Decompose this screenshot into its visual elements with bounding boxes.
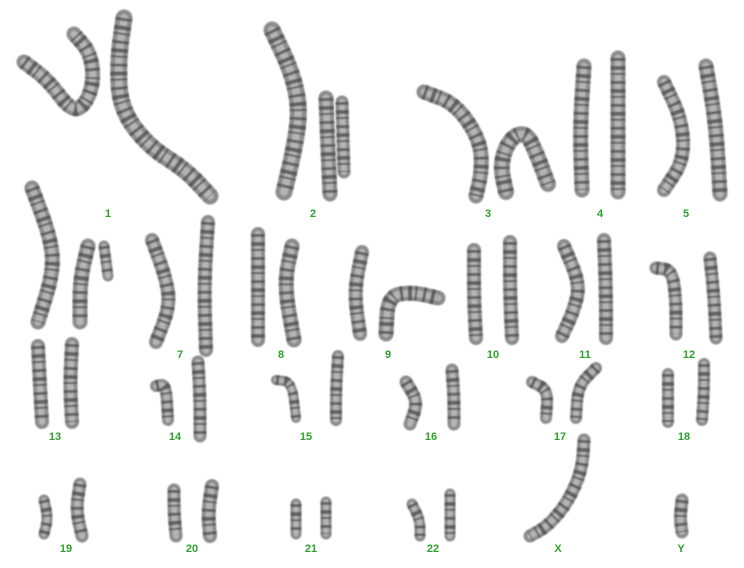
chromosome-10a xyxy=(467,243,483,345)
chromosome-17a xyxy=(526,376,554,424)
label-chromosome-5: 5 xyxy=(682,208,690,220)
label-chromosome-21: 21 xyxy=(304,543,318,555)
label-chromosome-7: 7 xyxy=(176,349,184,361)
chromosome-7a xyxy=(145,233,176,349)
chromosome-6a xyxy=(24,180,60,330)
chromosome-12b xyxy=(703,251,723,345)
chromosome-11b xyxy=(597,233,613,345)
label-chromosome-15: 15 xyxy=(299,431,313,443)
chromosome-13b xyxy=(63,337,79,429)
chromosome-5a xyxy=(657,75,691,197)
chromosome-6c xyxy=(98,240,114,282)
label-chromosome-10: 10 xyxy=(486,349,500,361)
chromosome-4a xyxy=(573,58,592,198)
chromosome-13a xyxy=(31,339,49,429)
label-chromosome-19: 19 xyxy=(59,543,73,555)
chromosome-14b xyxy=(191,355,207,443)
chromosome-3a xyxy=(416,84,489,204)
label-chromosome-3: 3 xyxy=(484,208,492,220)
label-chromosome-17: 17 xyxy=(553,431,567,443)
chromosome-16b xyxy=(445,363,461,431)
label-chromosome-1: 1 xyxy=(104,208,112,220)
label-chromosome-13: 13 xyxy=(48,431,62,443)
label-chromosome-4: 4 xyxy=(596,208,604,220)
chromosome-5b xyxy=(698,58,728,202)
chromosome-7b xyxy=(197,215,215,357)
chromosome-6b xyxy=(72,238,96,330)
chromosome-2b xyxy=(318,90,338,202)
chromosome-8b xyxy=(278,238,302,348)
label-chromosome-11: 11 xyxy=(579,349,591,361)
chromosome-1b xyxy=(110,9,219,205)
chromosome-22a xyxy=(406,498,426,542)
chromosome-1a xyxy=(16,26,101,117)
chromosome-10b xyxy=(503,235,519,345)
chromosome-20a xyxy=(167,483,183,543)
label-chromosome-2: 2 xyxy=(309,208,317,220)
label-chromosome-x: X xyxy=(554,543,562,555)
chromosome-2c xyxy=(335,95,351,179)
label-chromosome-9: 9 xyxy=(384,349,392,361)
chromosome-xa xyxy=(523,433,591,543)
label-chromosome-12: 12 xyxy=(682,349,696,361)
chromosome-19a xyxy=(38,494,53,540)
chromosome-18b xyxy=(696,358,710,426)
chromosome-2a xyxy=(263,21,307,201)
label-chromosome-14: 14 xyxy=(168,431,182,443)
chromosome-14a xyxy=(150,379,174,426)
label-chromosome-8: 8 xyxy=(277,349,285,361)
chromosome-15b xyxy=(330,350,344,426)
label-chromosome-22: 22 xyxy=(426,543,440,555)
chromosome-15a xyxy=(271,375,301,423)
chromosome-16a xyxy=(399,375,423,431)
label-chromosome-20: 20 xyxy=(185,543,199,555)
label-chromosome-16: 16 xyxy=(424,431,438,443)
chromosome-3b xyxy=(493,126,556,200)
chromosome-12a xyxy=(649,261,683,341)
chromosome-20b xyxy=(201,479,219,543)
chromosome-17b xyxy=(570,362,602,424)
chromosome-ya xyxy=(674,493,689,539)
chromosome-19b xyxy=(70,477,89,543)
label-chromosome-18: 18 xyxy=(677,431,691,443)
chromosome-9b xyxy=(378,285,446,342)
chromosome-9a xyxy=(348,245,369,341)
label-chromosome-y: Y xyxy=(677,543,685,555)
chromosome-11a xyxy=(555,239,585,343)
